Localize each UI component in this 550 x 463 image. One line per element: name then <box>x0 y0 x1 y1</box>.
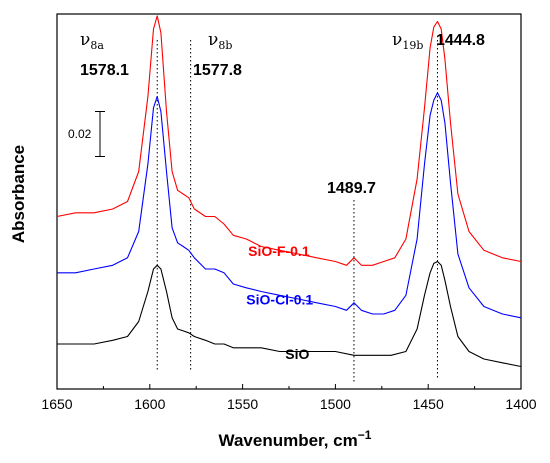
series-line <box>56 15 522 266</box>
peak-value-label: 1578.1 <box>80 62 129 79</box>
series-line <box>57 92 522 319</box>
x-tick-label: 1600 <box>134 396 165 412</box>
peak-guides <box>156 40 438 382</box>
series-label: SiO <box>285 346 309 362</box>
peak-value-label: 1489.7 <box>327 180 376 197</box>
x-axis-ticks: 1650 1600 1550 1500 1450 1400 <box>41 384 537 412</box>
x-tick-label: 1400 <box>505 396 536 412</box>
peak-value-label: 1577.8 <box>193 62 242 79</box>
scale-bar-label: 0.02 <box>68 127 92 141</box>
x-tick-label: 1450 <box>413 396 444 412</box>
mode-subscript: 8a <box>90 39 104 52</box>
mode-symbol-char: ν <box>208 30 218 50</box>
x-axis-title-sup: −1 <box>358 428 372 442</box>
peak-value-label: 1444.8 <box>436 32 485 49</box>
series-label: SiO-Cl-0.1 <box>246 292 313 308</box>
series-lines <box>56 15 522 368</box>
x-tick-label: 1500 <box>320 396 351 412</box>
series-label: SiO-F-0.1 <box>248 243 310 259</box>
x-axis-title: Wavenumber, cm−1 <box>219 428 372 450</box>
series-line <box>57 260 522 368</box>
scale-bar: 0.02 <box>68 111 105 157</box>
mode-subscript: 8b <box>218 39 232 52</box>
x-tick-label: 1550 <box>227 396 258 412</box>
mode-symbol: ν8a <box>80 30 104 52</box>
series-labels: SiO-F-0.1 SiO-Cl-0.1 SiO <box>246 243 313 362</box>
y-axis-title: Absorbance <box>9 145 28 243</box>
mode-symbol-char: ν <box>80 30 90 50</box>
x-axis-title-text: Wavenumber, cm <box>219 431 358 450</box>
mode-symbol-char: ν <box>392 30 402 50</box>
mode-symbol: ν8b <box>208 30 232 52</box>
mode-symbol: ν19b <box>392 30 423 52</box>
x-tick-label: 1650 <box>41 396 72 412</box>
mode-subscript: 19b <box>402 39 423 52</box>
